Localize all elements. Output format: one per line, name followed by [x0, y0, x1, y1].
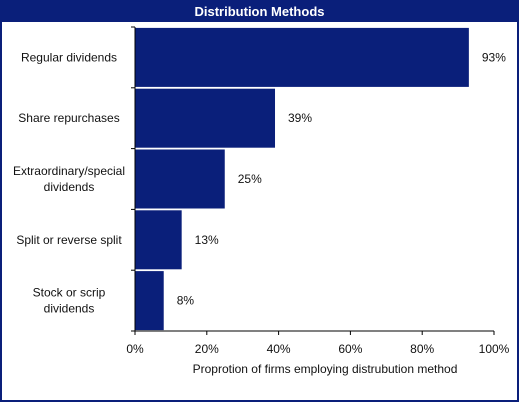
x-tick-label-1: 20%	[195, 342, 219, 356]
bar-2	[135, 88, 276, 148]
category-label-2-line-1: Share repurchases	[18, 111, 119, 125]
category-label-5-line-2: dividends	[44, 302, 95, 316]
bar-4	[135, 210, 182, 270]
x-tick-label-3: 60%	[338, 342, 362, 356]
value-label-1: 93%	[482, 50, 506, 64]
value-label-2: 39%	[288, 111, 312, 125]
category-label-5-line-1: Stock or scrip	[33, 286, 106, 300]
value-label-5: 8%	[177, 294, 195, 308]
value-label-4: 13%	[195, 233, 219, 247]
category-label-3-line-1: Extraordinary/special	[13, 164, 125, 178]
chart-title: Distribution Methods	[2, 2, 517, 22]
category-label-4-line-1: Split or reverse split	[16, 233, 122, 247]
bar-1	[135, 27, 469, 87]
x-tick-label-4: 80%	[410, 342, 434, 356]
bar-3	[135, 149, 225, 209]
x-tick-label-2: 40%	[267, 342, 291, 356]
x-tick-label-0: 0%	[126, 342, 144, 356]
x-tick-label-5: 100%	[479, 342, 510, 356]
value-label-3: 25%	[238, 172, 262, 186]
bar-5	[135, 271, 164, 331]
x-axis-label: Proprotion of firms employing distrubuti…	[193, 362, 458, 376]
category-label-1-line-1: Regular dividends	[21, 50, 117, 64]
category-label-3-line-2: dividends	[44, 180, 95, 194]
